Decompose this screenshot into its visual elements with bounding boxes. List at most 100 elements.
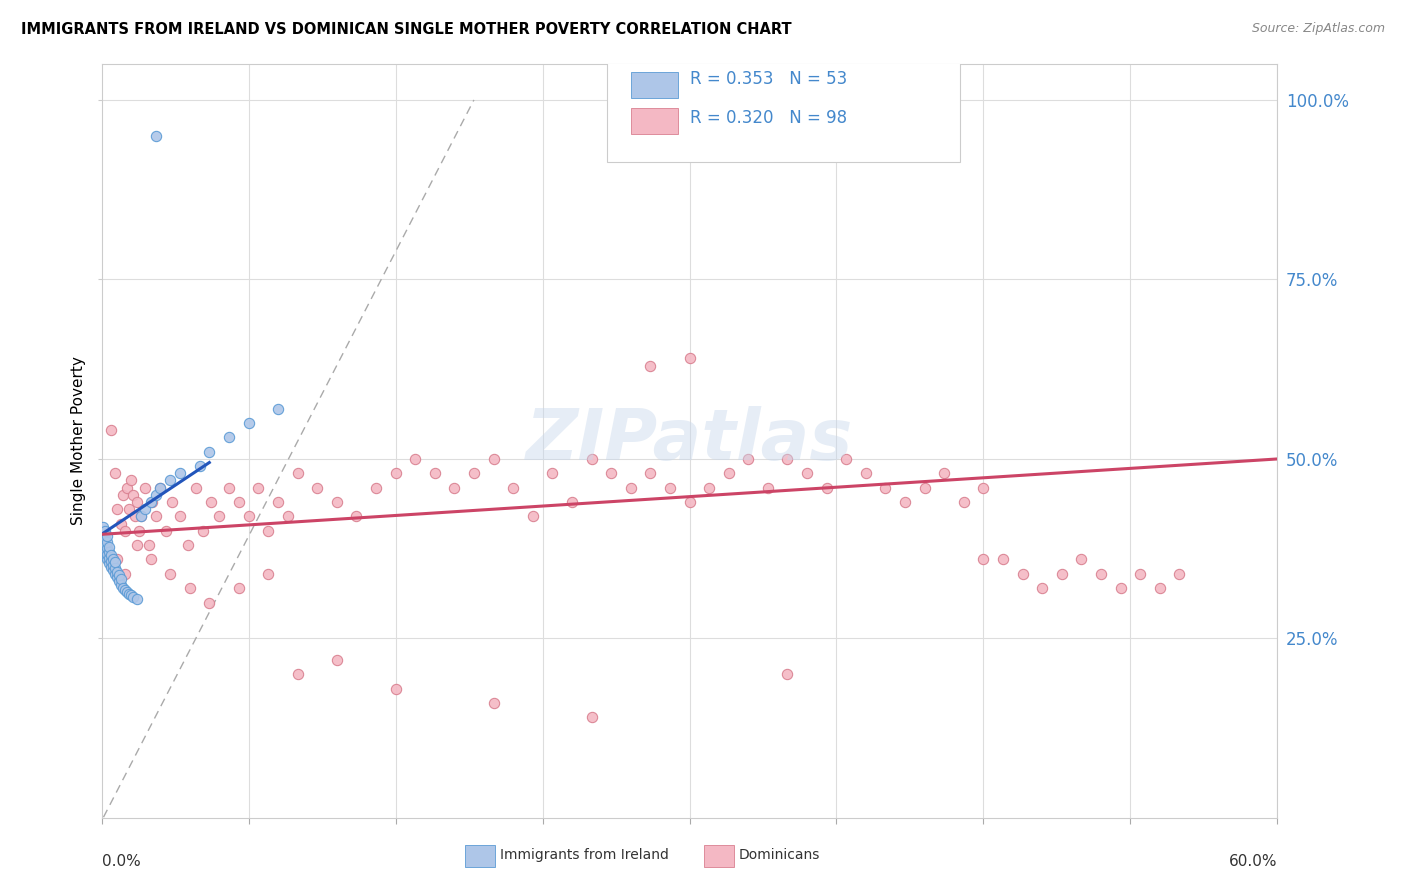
Point bbox=[344, 509, 367, 524]
Point bbox=[482, 696, 505, 710]
Point bbox=[112, 488, 135, 502]
Point bbox=[129, 509, 152, 524]
Point bbox=[934, 467, 956, 481]
Point bbox=[423, 467, 446, 481]
Point bbox=[110, 577, 132, 591]
Point bbox=[640, 467, 662, 481]
Point bbox=[678, 351, 700, 366]
Point bbox=[991, 552, 1014, 566]
Point bbox=[122, 488, 145, 502]
Point bbox=[894, 495, 917, 509]
Point bbox=[953, 495, 976, 509]
Point bbox=[94, 531, 117, 545]
Point bbox=[129, 509, 152, 524]
Point bbox=[122, 590, 145, 604]
Point bbox=[855, 467, 877, 481]
Point bbox=[267, 495, 290, 509]
Point bbox=[125, 495, 148, 509]
Point bbox=[247, 481, 270, 495]
Point bbox=[502, 481, 524, 495]
Point bbox=[149, 481, 172, 495]
Y-axis label: Single Mother Poverty: Single Mother Poverty bbox=[72, 357, 86, 525]
Point bbox=[96, 535, 118, 549]
Point bbox=[120, 588, 142, 602]
Point bbox=[443, 481, 465, 495]
Point bbox=[287, 667, 309, 681]
Point bbox=[776, 452, 799, 467]
FancyBboxPatch shape bbox=[631, 108, 678, 134]
Point bbox=[118, 502, 141, 516]
Point bbox=[93, 534, 115, 549]
Point bbox=[835, 452, 858, 467]
Point bbox=[139, 552, 162, 566]
Point bbox=[98, 556, 121, 570]
Point bbox=[141, 495, 163, 509]
Point bbox=[218, 481, 240, 495]
Point bbox=[110, 572, 132, 586]
Point bbox=[93, 541, 115, 556]
Text: R = 0.353   N = 53: R = 0.353 N = 53 bbox=[689, 70, 846, 88]
Point bbox=[159, 474, 181, 488]
Point bbox=[145, 128, 167, 143]
Point bbox=[159, 566, 181, 581]
Point bbox=[145, 509, 167, 524]
Point bbox=[238, 416, 260, 430]
Point bbox=[522, 509, 544, 524]
Point bbox=[208, 509, 231, 524]
Point bbox=[149, 481, 172, 495]
Point bbox=[105, 502, 128, 516]
Point bbox=[218, 430, 240, 444]
Point bbox=[658, 481, 681, 495]
Point bbox=[717, 467, 740, 481]
Point bbox=[737, 452, 759, 467]
Point bbox=[384, 467, 406, 481]
Point bbox=[134, 481, 156, 495]
Point bbox=[1090, 566, 1112, 581]
Point bbox=[581, 452, 603, 467]
Point bbox=[815, 481, 838, 495]
Point bbox=[93, 520, 115, 534]
Point bbox=[104, 561, 127, 575]
Point bbox=[139, 495, 162, 509]
Point bbox=[96, 529, 118, 543]
Point bbox=[160, 495, 183, 509]
Point bbox=[325, 495, 347, 509]
Point bbox=[100, 559, 122, 574]
Point bbox=[1109, 581, 1132, 595]
Point bbox=[145, 488, 167, 502]
Point bbox=[104, 467, 127, 481]
Point bbox=[193, 524, 215, 538]
Point bbox=[287, 467, 309, 481]
Point bbox=[561, 495, 583, 509]
Point bbox=[1031, 581, 1053, 595]
Point bbox=[103, 558, 125, 573]
Point bbox=[364, 481, 387, 495]
Point bbox=[98, 540, 121, 554]
Point bbox=[697, 481, 720, 495]
Point bbox=[138, 538, 160, 552]
Point bbox=[198, 595, 221, 609]
Point bbox=[115, 584, 138, 599]
Text: ZIPatlas: ZIPatlas bbox=[526, 407, 853, 475]
Point bbox=[96, 547, 118, 561]
Point bbox=[198, 444, 221, 458]
Text: 0.0%: 0.0% bbox=[101, 854, 141, 869]
Point bbox=[169, 509, 191, 524]
Point bbox=[188, 459, 211, 474]
Point bbox=[112, 581, 135, 595]
Text: 60.0%: 60.0% bbox=[1229, 854, 1278, 869]
Point bbox=[640, 359, 662, 373]
Point bbox=[228, 581, 250, 595]
Point bbox=[100, 423, 122, 437]
Text: Source: ZipAtlas.com: Source: ZipAtlas.com bbox=[1251, 22, 1385, 36]
Point bbox=[104, 566, 127, 581]
Point bbox=[105, 565, 128, 579]
Point bbox=[307, 481, 329, 495]
Point bbox=[384, 681, 406, 696]
Point bbox=[600, 467, 623, 481]
Point bbox=[1129, 566, 1152, 581]
Point bbox=[98, 551, 121, 566]
Point bbox=[118, 587, 141, 601]
Point bbox=[238, 509, 260, 524]
Point bbox=[257, 566, 280, 581]
